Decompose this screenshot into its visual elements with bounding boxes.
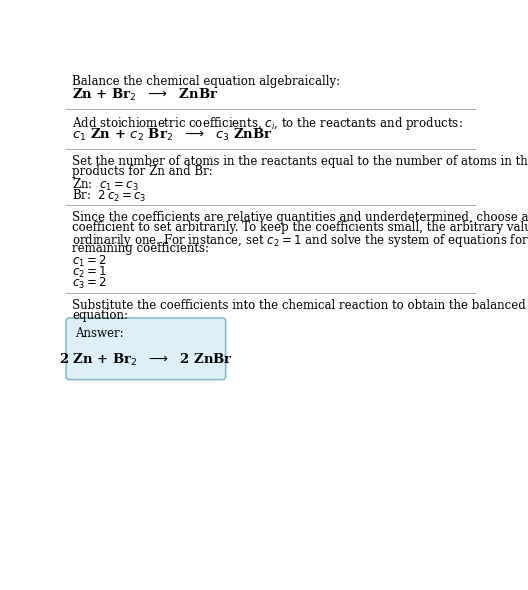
Text: Substitute the coefficients into the chemical reaction to obtain the balanced: Substitute the coefficients into the che… — [72, 299, 526, 312]
Text: ordinarily one. For instance, set $c_2 = 1$ and solve the system of equations fo: ordinarily one. For instance, set $c_2 =… — [72, 232, 528, 249]
Text: remaining coefficients:: remaining coefficients: — [72, 242, 209, 255]
Text: $c_3 = 2$: $c_3 = 2$ — [72, 276, 107, 291]
Text: equation:: equation: — [72, 309, 128, 322]
Text: $c_1 = 2$: $c_1 = 2$ — [72, 254, 107, 269]
Text: Zn + Br$_2$  $\longrightarrow$  ZnBr: Zn + Br$_2$ $\longrightarrow$ ZnBr — [72, 87, 219, 103]
Text: 2 Zn + Br$_2$  $\longrightarrow$  2 ZnBr: 2 Zn + Br$_2$ $\longrightarrow$ 2 ZnBr — [59, 352, 233, 368]
Text: $c_1$ Zn + $c_2$ Br$_2$  $\longrightarrow$  $c_3$ ZnBr: $c_1$ Zn + $c_2$ Br$_2$ $\longrightarrow… — [72, 127, 273, 143]
Text: coefficient to set arbitrarily. To keep the coefficients small, the arbitrary va: coefficient to set arbitrarily. To keep … — [72, 221, 528, 234]
Text: Since the coefficients are relative quantities and underdetermined, choose a: Since the coefficients are relative quan… — [72, 211, 528, 224]
Text: products for Zn and Br:: products for Zn and Br: — [72, 165, 213, 178]
Text: Answer:: Answer: — [76, 327, 124, 340]
Text: Br:  $2\,c_2 = c_3$: Br: $2\,c_2 = c_3$ — [72, 188, 147, 204]
Text: Set the number of atoms in the reactants equal to the number of atoms in the: Set the number of atoms in the reactants… — [72, 155, 528, 168]
Text: Zn:  $c_1 = c_3$: Zn: $c_1 = c_3$ — [72, 177, 139, 193]
FancyBboxPatch shape — [66, 318, 225, 379]
Text: $c_2 = 1$: $c_2 = 1$ — [72, 265, 107, 280]
Text: Add stoichiometric coefficients, $c_i$, to the reactants and products:: Add stoichiometric coefficients, $c_i$, … — [72, 115, 463, 132]
Text: Balance the chemical equation algebraically:: Balance the chemical equation algebraica… — [72, 76, 341, 88]
